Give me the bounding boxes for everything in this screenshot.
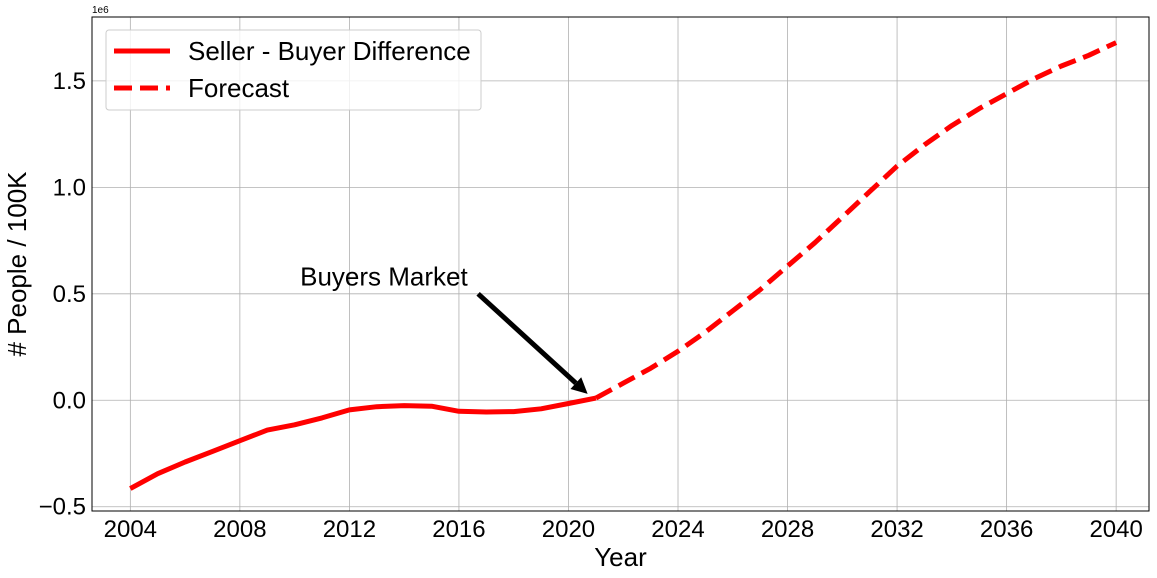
x-tick-label: 2016: [432, 516, 485, 543]
annotation-arrow-shaft: [476, 291, 578, 385]
y-tick-label: 1.5: [53, 68, 86, 95]
y-axis-label: # People / 100K: [2, 171, 32, 357]
legend-box: [105, 29, 482, 111]
x-axis-ticks: 2004 2008 2012 2016 2020 2024 2028 2032 2036 2040: [104, 516, 1143, 543]
x-tick-label: 2008: [213, 516, 266, 543]
gridlines: [92, 17, 1149, 511]
plot-frame: [91, 16, 1150, 512]
y-tick-label: −0.5: [39, 494, 86, 521]
legend-label-forecast: Forecast: [188, 73, 290, 103]
x-tick-label: 2028: [761, 516, 814, 543]
legend: Seller - Buyer Difference Forecast: [105, 29, 482, 111]
annotation-text: Buyers Market: [300, 261, 468, 291]
x-tick-label: 2036: [980, 516, 1033, 543]
x-axis-label: Year: [594, 542, 647, 572]
x-tick-label: 2004: [104, 516, 157, 543]
x-tick-label: 2032: [870, 516, 923, 543]
legend-label-seller-buyer: Seller - Buyer Difference: [188, 36, 471, 66]
annotation-arrow-head: [570, 377, 588, 394]
y-tick-label: 0.5: [53, 281, 86, 308]
series-lines: [129, 40, 1118, 491]
y-tick-label: 0.0: [53, 387, 86, 414]
x-tick-label: 2020: [542, 516, 595, 543]
x-tick-label: 2012: [323, 516, 376, 543]
y-tick-label: 1.0: [53, 174, 86, 201]
x-tick-label: 2040: [1089, 516, 1142, 543]
y-axis-ticks: −0.5 0.0 0.5 1.0 1.5: [39, 68, 86, 521]
x-tick-label: 2024: [651, 516, 704, 543]
series-line-seller-buyer: [129, 395, 597, 491]
y-offset-label: 1e6: [92, 5, 109, 16]
series-line-forecast: [594, 40, 1118, 401]
annotation: Buyers Market: [300, 261, 588, 394]
